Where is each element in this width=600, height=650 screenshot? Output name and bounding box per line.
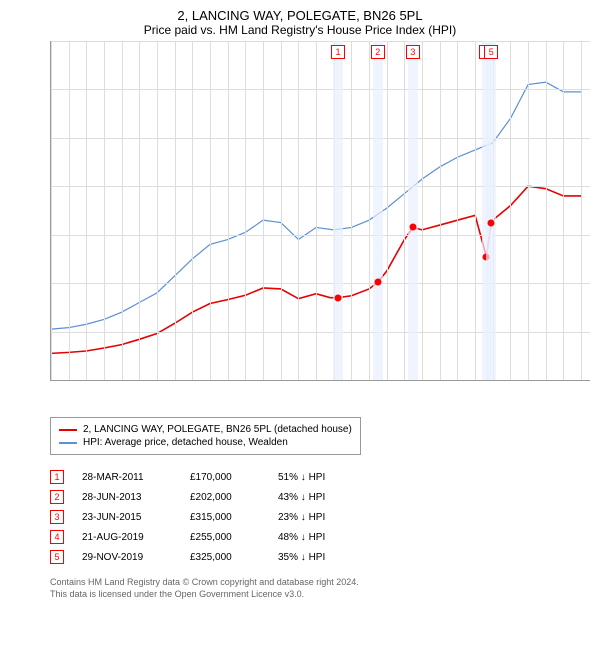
sale-band: [408, 41, 418, 380]
sales-row-diff: 48% ↓ HPI: [278, 532, 368, 543]
sale-dot: [409, 224, 416, 231]
sales-row-marker: 3: [50, 510, 64, 524]
gridline-horizontal: [51, 138, 590, 139]
legend-swatch: [59, 429, 77, 431]
sales-row-diff: 43% ↓ HPI: [278, 492, 368, 503]
sales-row-date: 28-MAR-2011: [82, 472, 172, 483]
sales-row-diff: 35% ↓ HPI: [278, 552, 368, 563]
sale-dot: [334, 294, 341, 301]
sales-row-date: 21-AUG-2019: [82, 532, 172, 543]
sales-row: 5 29-NOV-2019 £325,000 35% ↓ HPI: [50, 547, 592, 567]
sales-row-marker: 1: [50, 470, 64, 484]
sales-row-marker: 5: [50, 550, 64, 564]
sales-row-diff: 23% ↓ HPI: [278, 512, 368, 523]
gridline-horizontal: [51, 89, 590, 90]
gridline-vertical: [404, 41, 405, 380]
gridline-vertical: [228, 41, 229, 380]
sale-band: [486, 41, 496, 380]
sale-band: [373, 41, 383, 380]
gridline-vertical: [351, 41, 352, 380]
attribution-line: This data is licensed under the Open Gov…: [50, 589, 592, 601]
gridline-vertical: [440, 41, 441, 380]
sales-row-price: £202,000: [190, 492, 260, 503]
attribution-line: Contains HM Land Registry data © Crown c…: [50, 577, 592, 589]
legend-label: 2, LANCING WAY, POLEGATE, BN26 5PL (deta…: [83, 424, 352, 435]
sales-row-date: 23-JUN-2015: [82, 512, 172, 523]
sales-row: 1 28-MAR-2011 £170,000 51% ↓ HPI: [50, 467, 592, 487]
legend-swatch: [59, 442, 77, 444]
gridline-vertical: [86, 41, 87, 380]
gridline-vertical: [528, 41, 529, 380]
gridline-vertical: [139, 41, 140, 380]
gridline-horizontal: [51, 283, 590, 284]
gridline-horizontal: [51, 235, 590, 236]
sales-row-marker: 4: [50, 530, 64, 544]
sale-marker-box: 5: [484, 45, 498, 59]
sales-row-date: 28-JUN-2013: [82, 492, 172, 503]
sales-row: 3 23-JUN-2015 £315,000 23% ↓ HPI: [50, 507, 592, 527]
sales-row-price: £325,000: [190, 552, 260, 563]
gridline-horizontal: [51, 332, 590, 333]
plot-area: £0£100K£200K£300K£400K£500K£600K£700K199…: [50, 41, 590, 381]
gridline-vertical: [546, 41, 547, 380]
gridline-vertical: [104, 41, 105, 380]
legend-item: HPI: Average price, detached house, Weal…: [59, 436, 352, 449]
gridline-vertical: [51, 41, 52, 380]
gridline-vertical: [281, 41, 282, 380]
gridline-vertical: [263, 41, 264, 380]
sales-row-price: £170,000: [190, 472, 260, 483]
gridline-vertical: [175, 41, 176, 380]
sale-marker-box: 3: [406, 45, 420, 59]
gridline-vertical: [510, 41, 511, 380]
chart-title: 2, LANCING WAY, POLEGATE, BN26 5PL: [8, 8, 592, 23]
chart-container: £0£100K£200K£300K£400K£500K£600K£700K199…: [8, 41, 592, 381]
sales-row-price: £255,000: [190, 532, 260, 543]
sales-row-diff: 51% ↓ HPI: [278, 472, 368, 483]
gridline-vertical: [422, 41, 423, 380]
gridline-vertical: [563, 41, 564, 380]
sales-row-date: 29-NOV-2019: [82, 552, 172, 563]
gridline-horizontal: [51, 41, 590, 42]
sale-marker-box: 2: [371, 45, 385, 59]
gridline-vertical: [245, 41, 246, 380]
gridline-vertical: [298, 41, 299, 380]
sales-row: 4 21-AUG-2019 £255,000 48% ↓ HPI: [50, 527, 592, 547]
sale-band: [333, 41, 343, 380]
attribution: Contains HM Land Registry data © Crown c…: [50, 577, 592, 600]
sale-dot: [374, 279, 381, 286]
gridline-vertical: [69, 41, 70, 380]
gridline-vertical: [475, 41, 476, 380]
gridline-horizontal: [51, 186, 590, 187]
gridline-vertical: [192, 41, 193, 380]
chart-lines: [51, 41, 590, 380]
sales-row-price: £315,000: [190, 512, 260, 523]
gridline-horizontal: [51, 380, 590, 381]
gridline-vertical: [316, 41, 317, 380]
legend-item: 2, LANCING WAY, POLEGATE, BN26 5PL (deta…: [59, 423, 352, 436]
gridline-vertical: [157, 41, 158, 380]
gridline-vertical: [581, 41, 582, 380]
gridline-vertical: [369, 41, 370, 380]
sale-marker-box: 1: [331, 45, 345, 59]
gridline-vertical: [457, 41, 458, 380]
gridline-vertical: [387, 41, 388, 380]
gridline-vertical: [122, 41, 123, 380]
sales-row: 2 28-JUN-2013 £202,000 43% ↓ HPI: [50, 487, 592, 507]
sales-table: 1 28-MAR-2011 £170,000 51% ↓ HPI 2 28-JUN-201…: [50, 467, 592, 567]
gridline-vertical: [210, 41, 211, 380]
sales-row-marker: 2: [50, 490, 64, 504]
sale-dot: [488, 219, 495, 226]
legend: 2, LANCING WAY, POLEGATE, BN26 5PL (deta…: [50, 417, 361, 455]
chart-subtitle: Price paid vs. HM Land Registry's House …: [8, 23, 592, 37]
legend-label: HPI: Average price, detached house, Weal…: [83, 437, 288, 448]
